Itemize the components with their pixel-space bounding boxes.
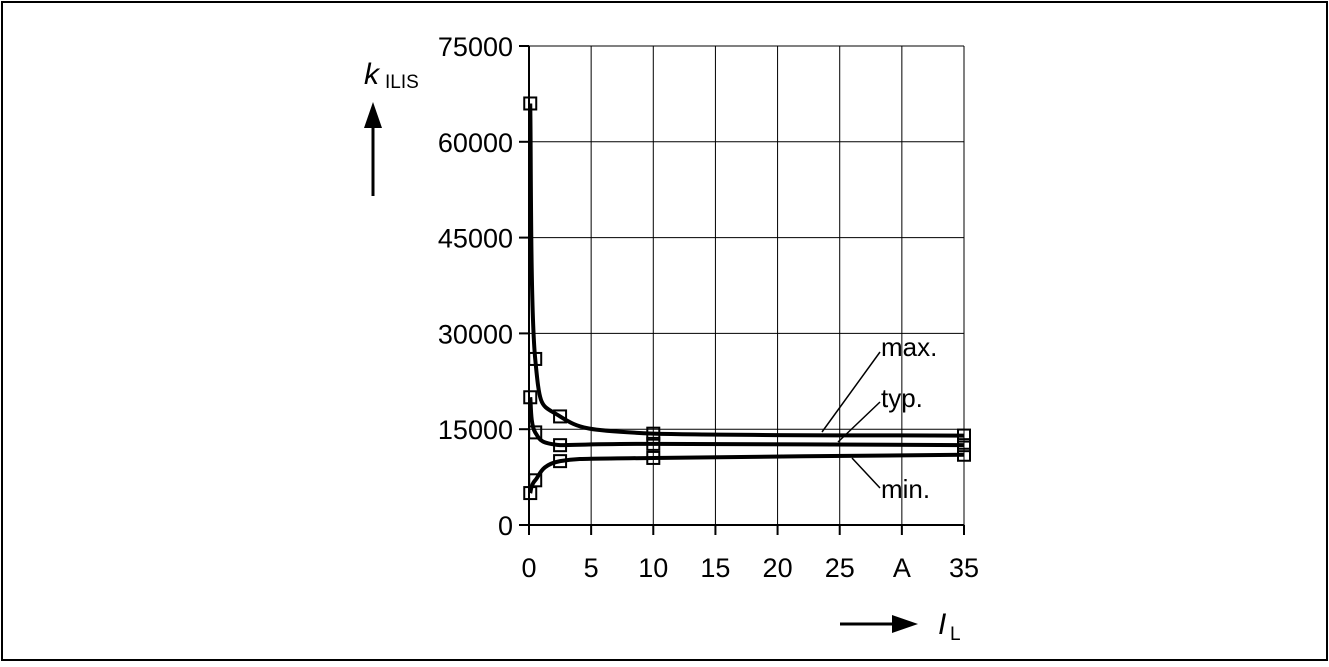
- annotation-leader-typ: [837, 401, 881, 443]
- y-axis-arrow-head: [364, 102, 382, 128]
- series-line-typ: [528, 396, 965, 448]
- x-tick-label: 10: [638, 553, 668, 583]
- data-point-max: [523, 96, 538, 111]
- annotation-max: max.: [881, 332, 937, 362]
- series-line-max: [528, 103, 965, 438]
- annotation-leader-max: [821, 351, 881, 433]
- data-point-typ: [528, 425, 543, 440]
- x-axis-label-symbol: I: [938, 608, 946, 641]
- x-tick-label: 35: [949, 553, 979, 583]
- x-axis-arrow-head: [892, 615, 918, 633]
- annotation-min: min.: [881, 474, 930, 504]
- marker-layer: [523, 96, 971, 501]
- y-tick-label: 45000: [438, 224, 513, 254]
- y-tick-label: 30000: [438, 319, 513, 349]
- x-tick-label: 20: [763, 553, 793, 583]
- series-layer: [528, 103, 965, 494]
- y-tick-label: 15000: [438, 415, 513, 445]
- data-point-max: [646, 426, 661, 441]
- data-point-min: [528, 473, 543, 488]
- data-point-max: [528, 351, 543, 366]
- data-point-min: [553, 454, 568, 469]
- y-tick-label: 75000: [438, 32, 513, 62]
- y-tick-labels: 0 15000 30000 45000 60000 75000: [438, 32, 513, 541]
- series-line-min: [528, 452, 965, 494]
- x-tick-label: 15: [700, 553, 730, 583]
- y-axis-label-subscript: ILIS: [385, 72, 419, 93]
- x-tick-label: 0: [521, 553, 536, 583]
- x-tick-label: 5: [584, 553, 599, 583]
- x-tick-label: 25: [825, 553, 855, 583]
- annotation-leader-min: [851, 457, 881, 489]
- y-tick-label: 60000: [438, 128, 513, 158]
- data-point-typ: [523, 390, 538, 405]
- x-axis-label-subscript: L: [950, 624, 961, 645]
- data-point-min: [957, 447, 971, 462]
- data-point-max: [553, 409, 568, 424]
- annotation-typ: typ.: [881, 383, 923, 413]
- data-point-min: [646, 450, 661, 465]
- data-point-typ: [957, 438, 971, 453]
- y-axis-label-symbol: k: [364, 58, 381, 91]
- x-tick-labels: 0 5 10 15 20 25 A 35: [521, 553, 979, 583]
- data-point-typ: [646, 436, 661, 451]
- data-point-typ: [553, 438, 568, 453]
- series-annotations: max. typ. min.: [821, 332, 937, 504]
- data-point-max: [957, 428, 971, 443]
- x-tick-label: A: [893, 553, 911, 583]
- y-tick-label: 0: [498, 511, 513, 541]
